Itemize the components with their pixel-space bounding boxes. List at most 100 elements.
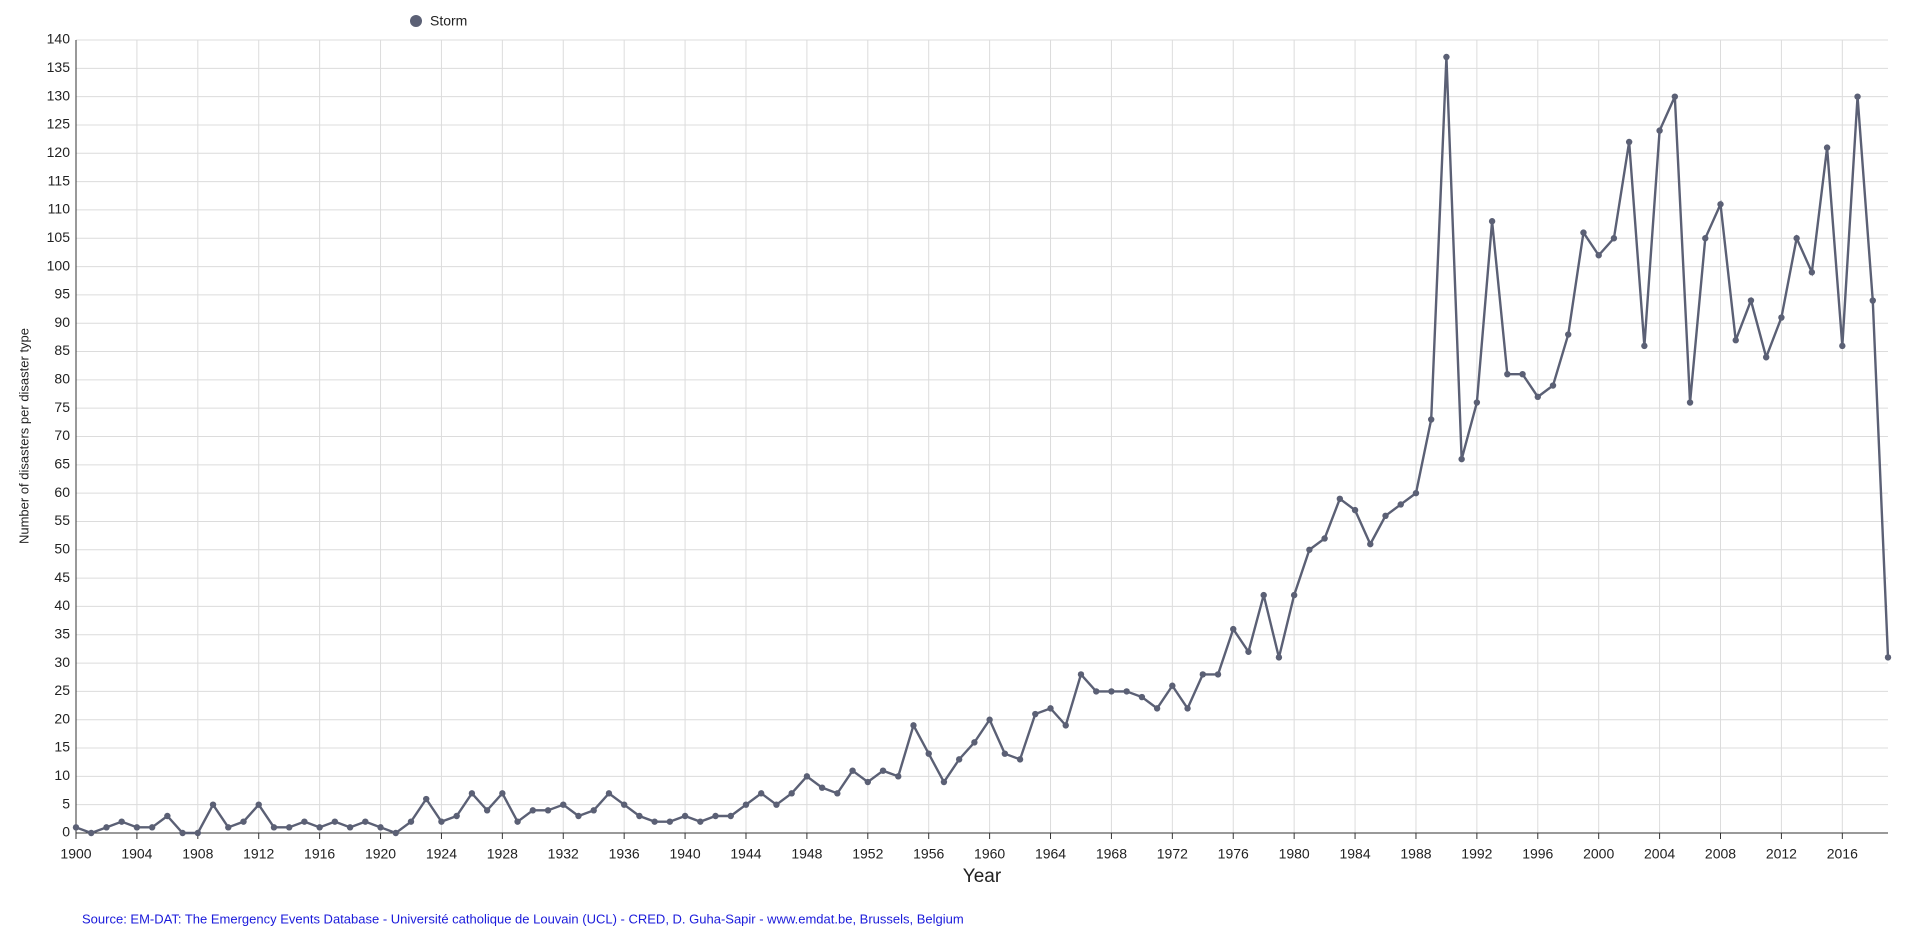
point [225, 824, 232, 831]
point [316, 824, 323, 831]
point [1641, 342, 1648, 350]
point [1153, 705, 1161, 712]
y-tick-label: 60 [54, 484, 70, 500]
point [1169, 682, 1176, 689]
point [666, 818, 674, 825]
x-axis-title: Year [963, 866, 1002, 887]
point [1412, 489, 1420, 497]
x-tick-label: 1936 [609, 846, 640, 862]
point [1427, 416, 1435, 423]
point [1214, 671, 1222, 678]
x-tick-label: 1944 [730, 846, 761, 862]
x-tick-label: 1984 [1339, 846, 1370, 862]
y-tick-label: 35 [54, 625, 70, 641]
point [712, 812, 719, 820]
point [1610, 235, 1618, 242]
x-tick-label: 1972 [1157, 846, 1188, 862]
x-tick-label: 1904 [121, 846, 152, 862]
point [1488, 218, 1496, 225]
y-tick-label: 30 [54, 654, 70, 670]
point [1184, 705, 1191, 712]
series-line [75, 56, 1890, 835]
point [1290, 591, 1298, 599]
point [1808, 269, 1816, 276]
point [1397, 501, 1404, 508]
point [483, 807, 491, 814]
point [1686, 399, 1694, 406]
y-tick-label: 15 [54, 739, 70, 755]
y-tick-label: 55 [54, 512, 70, 528]
point [1565, 331, 1572, 338]
point [285, 824, 293, 831]
legend-label: Storm [430, 13, 467, 29]
x-tick-label: 1976 [1218, 846, 1249, 862]
point [1260, 591, 1267, 599]
point [1869, 297, 1876, 304]
point [118, 818, 125, 825]
y-tick-label: 130 [47, 87, 71, 103]
point [1549, 382, 1557, 389]
point [255, 801, 262, 808]
point [1656, 127, 1663, 134]
point [940, 778, 948, 786]
point [88, 829, 95, 837]
point [499, 790, 506, 797]
point [879, 767, 887, 774]
point [1199, 671, 1206, 678]
x-tick-label: 1964 [1035, 846, 1066, 862]
y-tick-label: 45 [54, 569, 70, 585]
point [392, 829, 399, 837]
point [164, 812, 171, 820]
point [651, 818, 658, 825]
x-tick-label: 1916 [304, 846, 335, 862]
x-tick-label: 1924 [426, 846, 457, 862]
y-tick-label: 105 [47, 229, 71, 245]
y-tick-label: 50 [54, 540, 70, 556]
point [742, 801, 750, 808]
point [1580, 229, 1587, 236]
y-tick-label: 5 [62, 795, 70, 811]
y-tick-label: 10 [54, 767, 70, 783]
point [1062, 722, 1069, 729]
y-tick-label: 140 [47, 31, 71, 47]
point [301, 818, 308, 825]
point [864, 778, 871, 786]
point [1245, 648, 1252, 655]
y-tick-label: 120 [47, 144, 71, 160]
point [423, 795, 430, 803]
point [331, 818, 339, 825]
point [1717, 201, 1724, 208]
point [727, 812, 734, 820]
x-tick-label: 1960 [974, 846, 1005, 862]
point [1747, 297, 1755, 304]
y-tick-label: 25 [54, 682, 70, 698]
point [1367, 540, 1374, 548]
point [1458, 455, 1465, 463]
point [1001, 750, 1009, 757]
point [1519, 370, 1526, 378]
y-tick-label: 20 [54, 710, 70, 726]
point [834, 790, 841, 797]
y-tick-label: 70 [54, 427, 70, 443]
point [605, 790, 613, 797]
point [1351, 506, 1359, 514]
point [788, 790, 795, 797]
x-tick-label: 2016 [1827, 846, 1858, 862]
point [1823, 144, 1831, 151]
point [590, 807, 597, 814]
point [377, 824, 384, 831]
point [1032, 710, 1039, 718]
x-tick-label: 1948 [791, 846, 822, 862]
point [407, 818, 415, 825]
point [971, 739, 978, 746]
point [194, 829, 202, 837]
point [544, 807, 552, 814]
y-tick-label: 75 [54, 399, 70, 415]
point [955, 756, 963, 763]
x-tick-label: 1900 [60, 846, 91, 862]
point [575, 812, 582, 820]
point [1778, 314, 1785, 321]
point [1534, 393, 1541, 401]
point [1443, 53, 1450, 61]
x-tick-label: 1908 [182, 846, 213, 862]
